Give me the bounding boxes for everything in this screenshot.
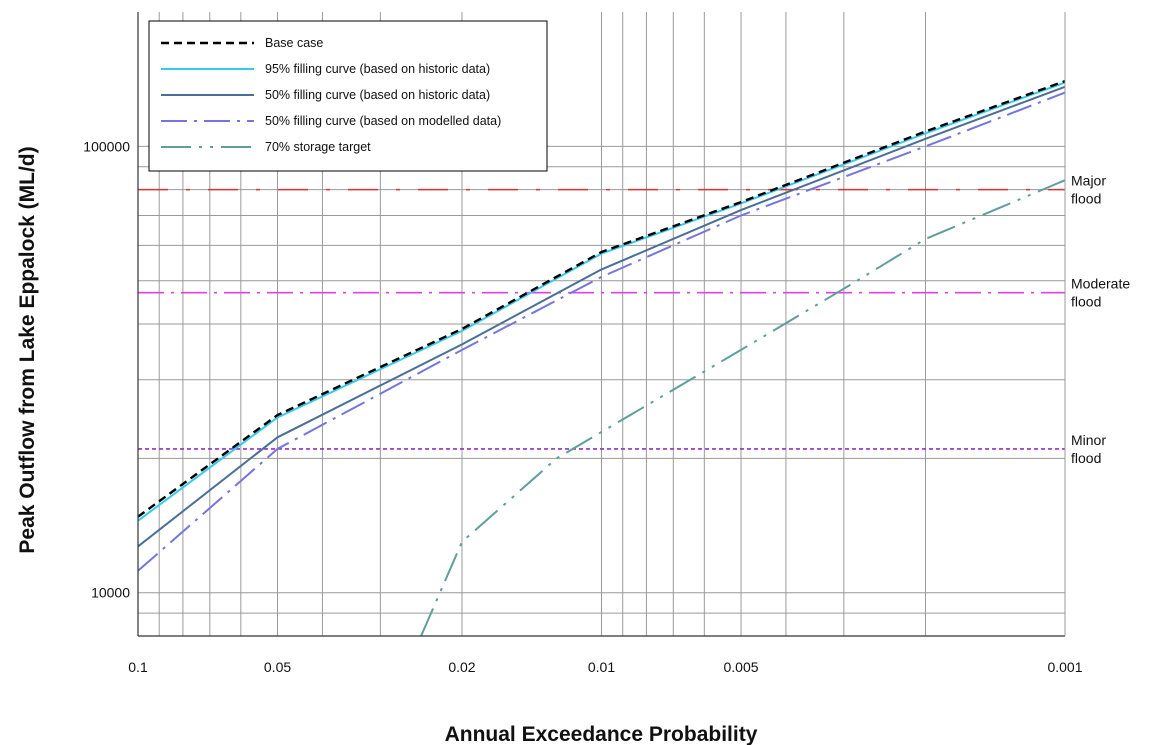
flood-label-minor-flood: Minor flood <box>1071 432 1106 466</box>
flood-label-moderate-flood: Moderate flood <box>1071 276 1130 310</box>
y-axis-title: Peak Outflow from Lake Eppalock (ML/d) <box>16 146 39 553</box>
x-tick-label: 0.05 <box>264 659 291 675</box>
x-tick-label: 0.1 <box>128 659 148 675</box>
series-line-2 <box>137 85 1066 548</box>
legend: Base case 95% filling curve (based on his… <box>148 20 548 172</box>
x-tick-label: 0.005 <box>724 659 759 675</box>
x-tick-label: 0.001 <box>1047 659 1082 675</box>
axes <box>137 12 1066 637</box>
y-tick-label: 100000 <box>83 138 130 154</box>
x-tick-label: 0.02 <box>448 659 475 675</box>
x-axis-title: Annual Exceedance Probability <box>445 723 758 745</box>
series-line-4 <box>420 179 1066 637</box>
flood-labels: Major flood Moderate flood Minor flood <box>1071 173 1130 466</box>
legend-label: 95% filling curve (based on historic dat… <box>265 62 490 76</box>
legend-label: 70% storage target <box>265 140 371 154</box>
tick-labels: 0.1 0.05 0.02 0.01 0.005 0.001 10000 100000 <box>83 138 1082 675</box>
y-tick-label: 10000 <box>91 585 130 601</box>
x-tick-label: 0.01 <box>588 659 615 675</box>
legend-label: Base case <box>265 36 323 50</box>
flood-reference-lines <box>138 188 1065 450</box>
legend-label: 50% filling curve (based on historic dat… <box>265 88 490 102</box>
flood-label-major-flood: Major flood <box>1071 173 1106 207</box>
legend-label: 50% filling curve (based on modelled dat… <box>265 114 501 128</box>
data-series <box>137 79 1066 637</box>
series-line-3 <box>137 91 1066 572</box>
series-line-1 <box>137 81 1066 522</box>
series-line-0 <box>137 79 1066 518</box>
